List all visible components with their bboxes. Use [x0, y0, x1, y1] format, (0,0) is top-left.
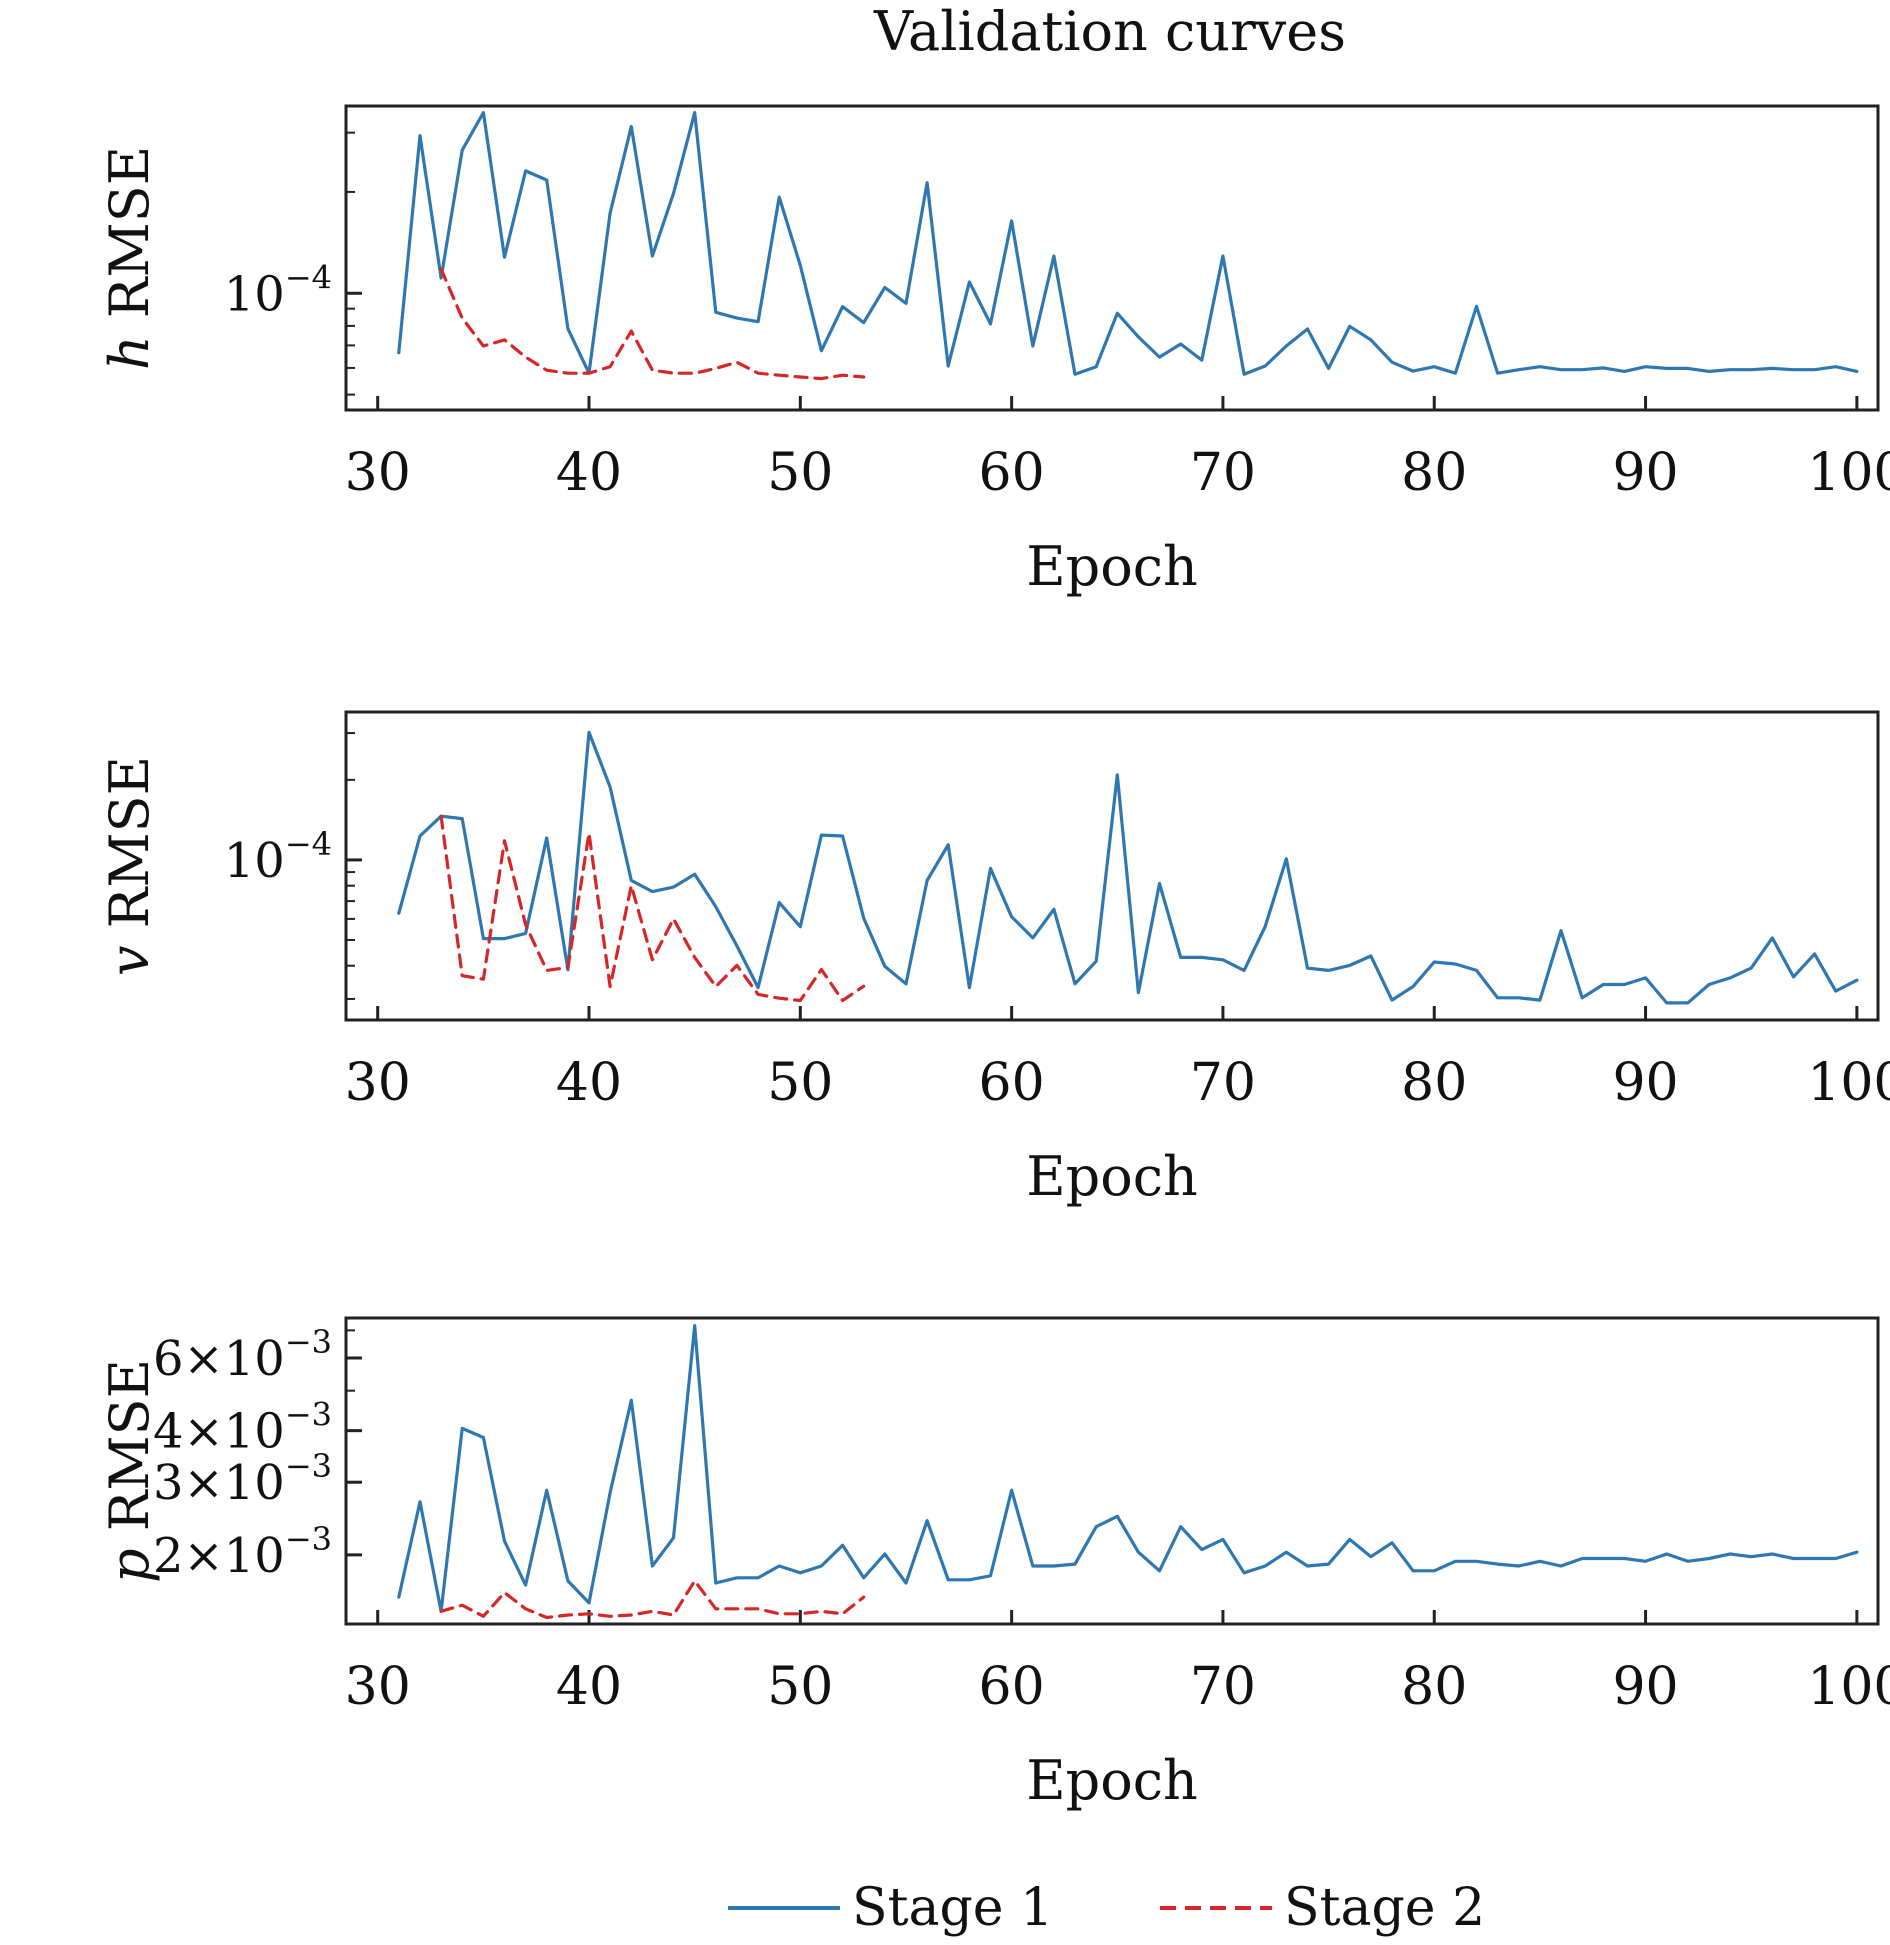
x-axis-label: Epoch: [1026, 1749, 1198, 1812]
h-rmse-panel: 30 40 50 60 70 80 90 100 Epoch 10−4 h RMSE: [98, 104, 1890, 598]
x-tick-label: 70: [1190, 1053, 1256, 1113]
x-tick-label: 90: [1612, 1657, 1678, 1717]
x-tick-label: 40: [556, 1657, 622, 1717]
series-line-stage-2: [439, 267, 866, 381]
y-axis-text: RMSE: [98, 1359, 161, 1549]
x-axis-label: Epoch: [1026, 535, 1198, 598]
y-axis-text: RMSE: [98, 146, 161, 336]
x-tick-label: 80: [1401, 443, 1467, 503]
series-line-stage-1: [397, 730, 1859, 1005]
series-line-stage-2: [439, 1579, 866, 1620]
y-tick-base: 2×10: [153, 1528, 285, 1584]
y-tick-base: 6×10: [153, 1331, 285, 1387]
x-tick-label: 90: [1612, 443, 1678, 503]
x-tick-label: 50: [767, 1657, 833, 1717]
y-axis-variable: v: [98, 946, 161, 977]
y-axis-text: RMSE: [98, 756, 161, 946]
x-tick-label: 100: [1807, 1657, 1890, 1717]
x-tick-label: 70: [1190, 1657, 1256, 1717]
plot-frame: [344, 104, 1880, 412]
y-tick-label: 4×10−3: [153, 1396, 332, 1460]
y-tick-base: 10: [224, 833, 285, 889]
x-tick-label: 90: [1612, 1053, 1678, 1113]
y-tick-label: 10−4: [224, 258, 332, 322]
legend-label-stage-2: Stage 2: [1284, 1878, 1485, 1938]
y-tick-base: 3×10: [153, 1455, 285, 1511]
y-tick-label: 10−4: [224, 825, 332, 889]
v-rmse-panel: 30 40 50 60 70 80 90 100 Epoch 10−4 v RMSE: [98, 710, 1890, 1208]
x-tick-label: 40: [556, 1053, 622, 1113]
p-rmse-panel: 30 40 50 60 70 80 90 100Epoch6×10−34×10−33×10−3…: [98, 1316, 1890, 1812]
y-axis-variable: h: [98, 335, 161, 370]
legend-label-stage-1: Stage 1: [852, 1878, 1053, 1938]
x-tick-label: 30: [345, 443, 411, 503]
y-tick-exponent: −4: [285, 825, 332, 863]
x-tick-label: 80: [1401, 1657, 1467, 1717]
series-line-stage-1: [397, 1323, 1859, 1613]
x-tick-label: 40: [556, 443, 622, 503]
y-tick-label: 2×10−3: [153, 1520, 332, 1584]
x-tick-label: 30: [345, 1053, 411, 1113]
plot-frame: [344, 710, 1880, 1022]
y-tick-exponent: −3: [285, 1520, 332, 1558]
series-line-stage-1: [397, 110, 1859, 376]
y-tick-exponent: −3: [285, 1323, 332, 1361]
x-tick-label: 60: [979, 1657, 1045, 1717]
plot-frame: [344, 1316, 1880, 1626]
y-axis-variable: p: [98, 1548, 161, 1583]
x-axis-label: Epoch: [1026, 1145, 1198, 1208]
y-axis-label: v RMSE: [98, 756, 161, 976]
y-tick-exponent: −3: [285, 1396, 332, 1434]
x-tick-label: 70: [1190, 443, 1256, 503]
legend: Stage 1 Stage 2: [728, 1878, 1485, 1938]
y-tick-label: 3×10−3: [153, 1447, 332, 1511]
x-tick-label: 100: [1807, 443, 1890, 503]
y-axis-label: p RMSE: [98, 1359, 161, 1583]
x-tick-label: 100: [1807, 1053, 1890, 1113]
figure-title: Validation curves: [873, 0, 1346, 63]
x-tick-label: 80: [1401, 1053, 1467, 1113]
y-tick-base: 10: [224, 266, 285, 322]
y-tick-label: 6×10−3: [153, 1323, 332, 1387]
y-tick-exponent: −4: [285, 258, 332, 296]
x-tick-label: 50: [767, 1053, 833, 1113]
x-tick-label: 50: [767, 443, 833, 503]
series-line-stage-2: [439, 814, 866, 1003]
x-tick-label: 30: [345, 1657, 411, 1717]
y-tick-exponent: −3: [285, 1447, 332, 1485]
y-axis-label: h RMSE: [98, 146, 161, 370]
y-tick-base: 4×10: [153, 1404, 285, 1460]
x-tick-label: 60: [979, 1053, 1045, 1113]
x-tick-label: 60: [979, 443, 1045, 503]
